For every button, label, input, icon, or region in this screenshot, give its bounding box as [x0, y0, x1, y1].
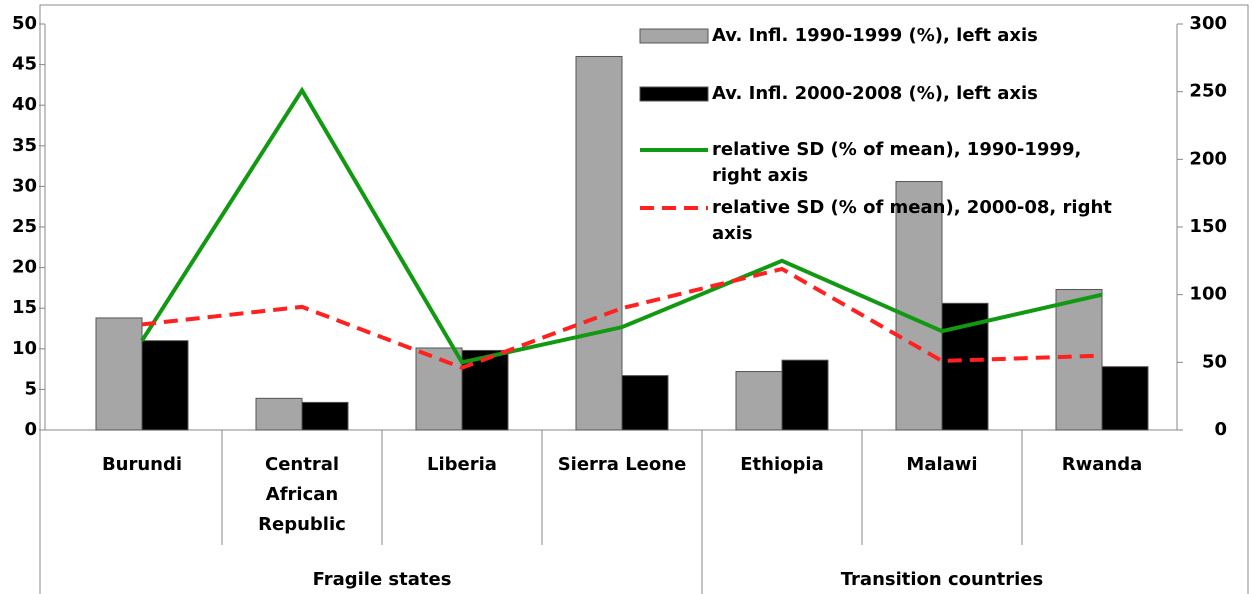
x-tick-label: Liberia: [427, 454, 497, 475]
bar: [575, 55, 623, 431]
x-tick-label: Rwanda: [1061, 454, 1143, 475]
x-tick-label: Burundi: [101, 454, 183, 475]
bar: [95, 317, 143, 431]
bar: [1055, 289, 1103, 431]
x-tick-label: Ethiopia: [740, 454, 824, 475]
y-tick-label: 30: [12, 175, 37, 196]
bar: [301, 401, 349, 431]
line: [141, 266, 1103, 370]
bar: [1101, 366, 1149, 431]
y-tick-label: 10: [12, 338, 37, 359]
y-tick-label: 20: [12, 257, 37, 278]
y-tick-label: 5: [24, 378, 37, 399]
legend-label: Av. Infl. 2000-2008 (%), left axis: [712, 83, 1038, 104]
y-tick-label: 25: [12, 216, 37, 237]
y-tick-label: 0: [24, 419, 37, 440]
y-tick-label: 50: [12, 13, 37, 34]
y2-tick-label: 100: [1189, 284, 1227, 305]
legend-label: relative SD (% of mean), 1990-1999, righ…: [712, 139, 1082, 186]
y2-tick-label: 150: [1189, 216, 1227, 237]
y-tick-label: 15: [12, 297, 37, 318]
group-label: Fragile states: [312, 569, 452, 590]
bar: [735, 371, 783, 431]
y2-tick-label: 250: [1189, 81, 1227, 102]
y2-tick-label: 0: [1214, 419, 1227, 440]
y-tick-label: 35: [12, 135, 37, 156]
bar: [415, 347, 463, 431]
legend-label: Av. Infl. 1990-1999 (%), left axis: [712, 25, 1038, 46]
legend-swatch: [639, 86, 709, 102]
y-tick-label: 40: [12, 94, 37, 115]
line: [140, 86, 1103, 365]
y2-tick-label: 200: [1189, 148, 1227, 169]
y-tick-label: 45: [12, 54, 37, 75]
frame: [39, 4, 1249, 594]
bar: [255, 397, 303, 431]
bar: [621, 375, 669, 431]
x-tick-label: Malawi: [906, 454, 978, 475]
x-tick-label: Sierra Leone: [557, 454, 687, 475]
y2-tick-label: 300: [1189, 13, 1227, 34]
legend-label: relative SD (% of mean), 2000-08, right …: [712, 197, 1112, 244]
x-tick-label: Central African Republic: [258, 454, 346, 535]
y2-tick-label: 50: [1202, 351, 1227, 372]
legend-swatch: [639, 28, 709, 44]
bar: [781, 359, 829, 431]
bar: [141, 340, 189, 431]
group-label: Transition countries: [840, 569, 1044, 590]
